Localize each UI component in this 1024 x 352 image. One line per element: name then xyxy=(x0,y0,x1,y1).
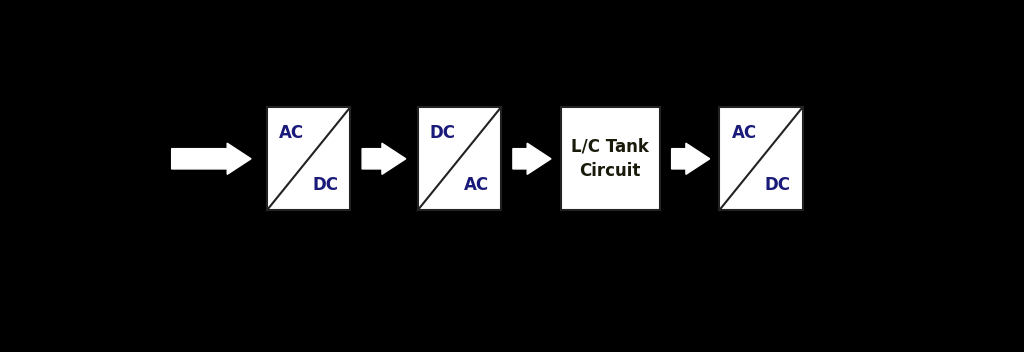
Polygon shape xyxy=(172,143,251,174)
Text: AC: AC xyxy=(280,124,304,142)
Text: DC: DC xyxy=(312,176,338,194)
Bar xyxy=(719,107,803,210)
Text: DC: DC xyxy=(765,176,791,194)
Text: DC: DC xyxy=(430,124,456,142)
Text: AC: AC xyxy=(732,124,757,142)
Polygon shape xyxy=(672,143,710,174)
Bar xyxy=(267,107,350,210)
Polygon shape xyxy=(362,143,406,174)
Bar xyxy=(560,107,659,210)
Text: AC: AC xyxy=(464,176,488,194)
Text: Circuit: Circuit xyxy=(580,162,641,180)
Text: L/C Tank: L/C Tank xyxy=(571,137,649,156)
Bar xyxy=(418,107,501,210)
Polygon shape xyxy=(513,143,551,174)
